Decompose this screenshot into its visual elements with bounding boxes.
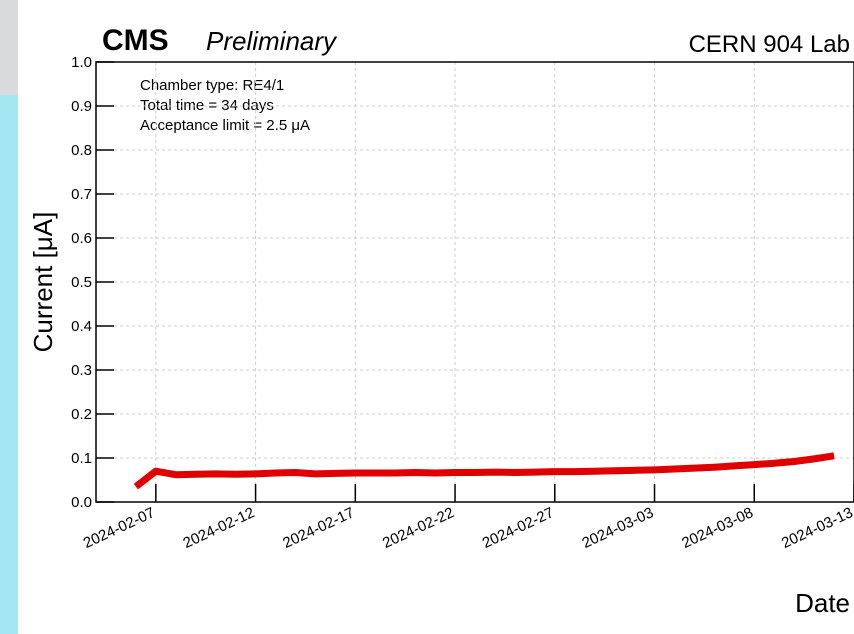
location-label: CERN 904 Lab <box>689 31 850 58</box>
x-axis-label: Date <box>795 588 850 618</box>
x-tick-label: 2024-02-12 <box>181 504 258 552</box>
y-tick-label: 0.9 <box>71 98 92 115</box>
plot-frame <box>95 61 854 503</box>
x-tick-label: 2024-02-27 <box>480 504 557 552</box>
y-tick-label: 0.3 <box>71 362 92 379</box>
y-tick-label: 0.5 <box>71 274 92 291</box>
y-tick-label: 0.1 <box>71 450 92 467</box>
x-tick-label: 2024-02-07 <box>81 504 158 552</box>
chart-title: CMS <box>102 24 169 57</box>
x-tick-label: 2024-03-13 <box>779 504 854 552</box>
background-strip <box>0 0 18 95</box>
y-axis-label: Current [μA] <box>28 212 58 353</box>
y-tick-label: 0.2 <box>71 406 92 423</box>
y-tick-label: 0.8 <box>71 142 92 159</box>
y-tick-label: 1.0 <box>71 54 92 71</box>
y-tick-label: 0.6 <box>71 230 92 247</box>
y-tick-label: 0.7 <box>71 186 92 203</box>
chart-subtitle: Preliminary <box>206 26 338 56</box>
x-tick-label: 2024-03-03 <box>579 504 656 552</box>
x-tick-label: 2024-03-08 <box>679 504 756 552</box>
y-tick-label: 0.0 <box>71 494 92 511</box>
annotation: Chamber type: RE4/1 <box>140 77 284 94</box>
data-line <box>133 452 835 490</box>
x-tick-label: 2024-02-17 <box>280 504 357 552</box>
x-tick-label: 2024-02-22 <box>380 504 457 552</box>
annotation: Acceptance limit = 2.5 μA <box>140 117 310 134</box>
y-tick-label: 0.4 <box>71 318 92 335</box>
background-strip <box>0 95 18 634</box>
